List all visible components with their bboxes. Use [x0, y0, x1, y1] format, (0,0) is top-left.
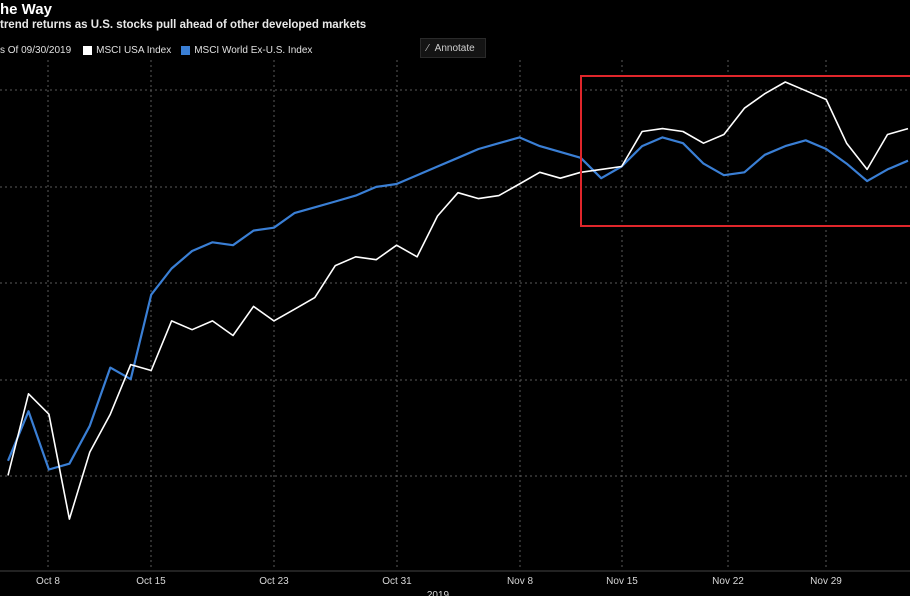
chart-subtitle: trend returns as U.S. stocks pull ahead …: [0, 19, 367, 31]
highlight-box: [580, 75, 910, 227]
x-tick-label: Oct 15: [136, 576, 166, 587]
x-tick-label: Oct 8: [36, 576, 60, 587]
grid: [0, 60, 910, 570]
legend-swatch-usa: [83, 46, 93, 55]
legend-label-world: MSCI World Ex-U.S. Index: [194, 45, 313, 56]
x-axis: Oct 8 Oct 15 Oct 23 Oct 31 Nov 8 Nov 15 Nov 22…: [0, 570, 910, 587]
pencil-icon: ⁄: [427, 42, 429, 54]
x-tick-label: Nov 22: [712, 576, 744, 587]
x-tick-label: Nov 8: [507, 576, 534, 587]
x-tick-label: Nov 29: [810, 576, 842, 587]
annotate-label: Annotate: [434, 42, 475, 54]
legend-item-world[interactable]: MSCI World Ex-U.S. Index: [181, 45, 312, 56]
series-lines: [6, 81, 909, 520]
legend-label-usa: MSCI USA Index: [96, 45, 172, 56]
chart-title: he Way: [0, 1, 52, 18]
legend: s Of 09/30/2019 MSCI USA Index MSCI Worl…: [0, 45, 322, 56]
series-line-msci-world-ex-us: [6, 136, 909, 471]
legend-swatch-world: [181, 46, 191, 55]
x-tick-label: Oct 23: [259, 576, 289, 587]
x-tick-label: Nov 15: [606, 576, 638, 587]
x-axis-year-label: 2019: [427, 590, 450, 596]
x-tick-label: Oct 31: [382, 576, 412, 587]
series-line-msci-usa: [7, 81, 909, 520]
as-of-date: s Of 09/30/2019: [0, 45, 72, 56]
annotate-button[interactable]: ⁄ Annotate: [420, 38, 486, 58]
legend-item-usa[interactable]: MSCI USA Index: [83, 45, 171, 56]
